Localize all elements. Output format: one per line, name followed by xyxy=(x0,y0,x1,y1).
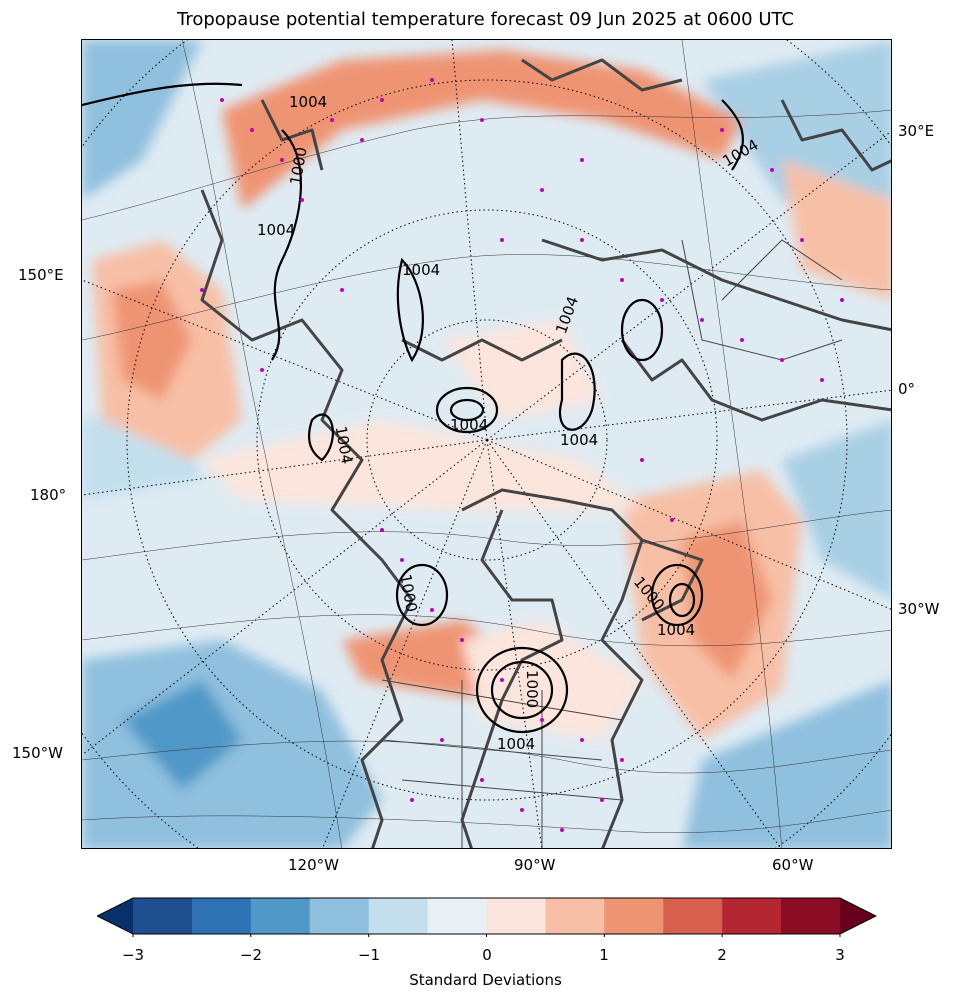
borders xyxy=(381,239,843,848)
colorbar-cell xyxy=(545,898,605,934)
map-title: Tropopause potential temperature forecas… xyxy=(176,9,795,30)
pressure-contours xyxy=(82,82,744,734)
contour-label: 1004 xyxy=(450,416,488,434)
colorbar-cell xyxy=(191,898,252,934)
colorbar-extend-low xyxy=(97,898,133,934)
colorbar-cell xyxy=(250,898,311,934)
colorbar-tick-label: 2 xyxy=(717,946,727,964)
colorbar-label: Standard Deviations xyxy=(409,971,562,989)
colorbar-ticks xyxy=(132,934,841,937)
colorbar-cells xyxy=(97,898,876,934)
lon-label-150e: 150°E xyxy=(18,266,64,284)
colorbar-tick-label: 0 xyxy=(482,946,492,964)
contour-label: 1004 xyxy=(289,93,327,111)
colorbar-cell xyxy=(427,898,487,934)
lon-label-30e: 30°E xyxy=(898,122,935,140)
colorbar-cell xyxy=(604,898,664,934)
colorbar-cell xyxy=(133,898,193,934)
colorbar-tick-label: −2 xyxy=(239,946,263,964)
lon-label-0: 0° xyxy=(898,380,916,398)
map-canvas: 1004 1000 1004 1004 1004 1004 1004 1004 … xyxy=(82,40,891,848)
contour-label: 1004 xyxy=(402,261,440,279)
lon-label-180: 180° xyxy=(30,486,67,504)
lon-label-60w: 60°W xyxy=(772,856,814,874)
colorbar-cell xyxy=(663,898,723,934)
coastlines xyxy=(200,58,891,848)
colorbar-cell xyxy=(486,898,546,934)
station-markers xyxy=(200,78,844,832)
colorbar-tick-label: −3 xyxy=(121,946,145,964)
colorbar-extend-high xyxy=(840,898,876,934)
map-panel: 1004 1000 1004 1004 1004 1004 1004 1004 … xyxy=(81,39,892,849)
thin-contours xyxy=(82,40,891,848)
contour-label: 1004 xyxy=(497,735,535,753)
lon-label-90w: 90°W xyxy=(514,856,556,874)
contour-label: 1004 xyxy=(657,621,695,639)
colorbar-tick-label: 1 xyxy=(599,946,609,964)
colorbar-cell xyxy=(722,898,782,934)
colorbar-cell xyxy=(368,898,429,934)
colorbar-tick-label: −1 xyxy=(357,946,381,964)
colorbar-tick-label: 3 xyxy=(835,946,845,964)
colorbar xyxy=(97,897,877,937)
colorbar-cell xyxy=(781,898,841,934)
contour-label: 1000 xyxy=(523,670,541,708)
colorbar-cell xyxy=(309,898,370,934)
anomaly-field xyxy=(82,40,891,848)
lon-label-150w: 150°W xyxy=(12,744,63,762)
contour-label: 1004 xyxy=(257,221,295,239)
lon-label-120w: 120°W xyxy=(288,856,339,874)
lon-label-30w: 30°W xyxy=(898,600,940,618)
contour-label: 1004 xyxy=(560,431,598,449)
graticule xyxy=(82,40,891,848)
